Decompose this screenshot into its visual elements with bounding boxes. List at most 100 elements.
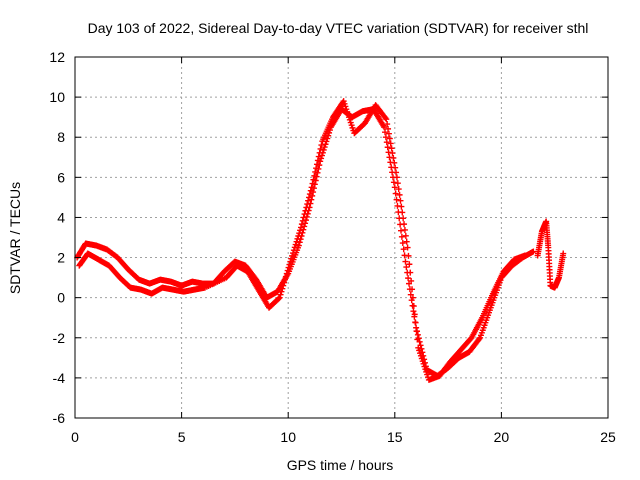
series-track-c (534, 218, 567, 291)
data-point (400, 215, 407, 222)
data-point (385, 130, 392, 137)
data-point (322, 141, 329, 148)
plot-frame (74, 56, 609, 419)
data-point (410, 308, 417, 315)
data-point (312, 168, 319, 175)
data-point (287, 258, 294, 265)
data-point (300, 214, 307, 221)
data-point (406, 261, 413, 268)
data-point (384, 144, 391, 151)
data-point (405, 252, 412, 259)
data-point (385, 125, 392, 132)
data-point (397, 197, 404, 204)
data-point (407, 269, 414, 276)
data-point (411, 311, 418, 318)
data-point (387, 140, 394, 147)
data-point (296, 230, 303, 237)
data-point (391, 159, 398, 166)
data-point (317, 145, 324, 152)
data-point (392, 190, 399, 197)
data-point (282, 276, 289, 283)
data-point (278, 288, 285, 295)
data-point (401, 226, 408, 233)
data-point (408, 277, 415, 284)
data-point (407, 291, 414, 298)
data-point (299, 217, 306, 224)
data-point (382, 129, 389, 136)
data-point (305, 194, 312, 201)
x-tick-label: 25 (600, 429, 616, 445)
data-point (305, 197, 312, 204)
data-point (388, 145, 395, 152)
data-point (402, 232, 409, 239)
data-point (402, 258, 409, 265)
y-tick-label: 0 (57, 290, 65, 306)
data-point (394, 180, 401, 187)
data-point (277, 291, 284, 298)
data-point (254, 285, 261, 292)
data-point (289, 252, 296, 259)
data-point (445, 361, 452, 368)
x-axis-label: GPS time / hours (287, 457, 394, 473)
data-point (283, 270, 290, 277)
data-point (302, 207, 309, 214)
data-point (275, 295, 282, 302)
data-point (412, 319, 419, 326)
data-point (393, 174, 400, 181)
data-point (456, 348, 463, 355)
data-point (291, 244, 298, 251)
data-point (314, 157, 321, 164)
data-point (529, 249, 536, 256)
data-point (555, 275, 562, 282)
y-tick-label: 10 (49, 89, 65, 105)
data-point (320, 146, 327, 153)
data-point (409, 286, 416, 293)
data-point (393, 196, 400, 203)
x-axis: 0 5 10 15 20 25 (71, 57, 616, 445)
data-point (382, 115, 389, 122)
data-point (282, 273, 289, 280)
data-point (476, 335, 483, 342)
data-point (404, 244, 411, 251)
data-point (307, 187, 314, 194)
grid (75, 57, 608, 418)
data-point (403, 238, 410, 245)
data-point (399, 209, 406, 216)
data-point (284, 267, 291, 274)
data-point (318, 142, 325, 149)
data-point (292, 241, 299, 248)
chart-title: Day 103 of 2022, Sidereal Day-to-day VTE… (88, 20, 589, 36)
data-point (545, 242, 552, 249)
data-point (520, 252, 527, 259)
data-point (303, 204, 310, 211)
data-point (298, 221, 305, 228)
data-point (538, 230, 545, 237)
data-point (281, 279, 288, 286)
data-point (279, 285, 286, 292)
data-point (315, 153, 322, 160)
data-point (398, 233, 405, 240)
x-tick-label: 5 (178, 429, 186, 445)
data-point (285, 264, 292, 271)
data-point (297, 227, 304, 234)
data-point (393, 169, 400, 176)
data-point (310, 176, 317, 183)
data-point (383, 139, 390, 146)
data-point (413, 328, 420, 335)
data-point (410, 303, 417, 310)
data-point (309, 180, 316, 187)
data-point (304, 201, 311, 208)
data-point (384, 121, 391, 128)
x-tick-label: 20 (494, 429, 510, 445)
data-point (313, 165, 320, 172)
data-point (385, 149, 392, 156)
data-point (295, 232, 302, 239)
data-point (399, 240, 406, 247)
data-point (288, 255, 295, 262)
data-point (478, 316, 485, 323)
data-point (313, 161, 320, 168)
data-point (311, 172, 318, 179)
data-point (294, 235, 301, 242)
data-point (360, 121, 367, 128)
